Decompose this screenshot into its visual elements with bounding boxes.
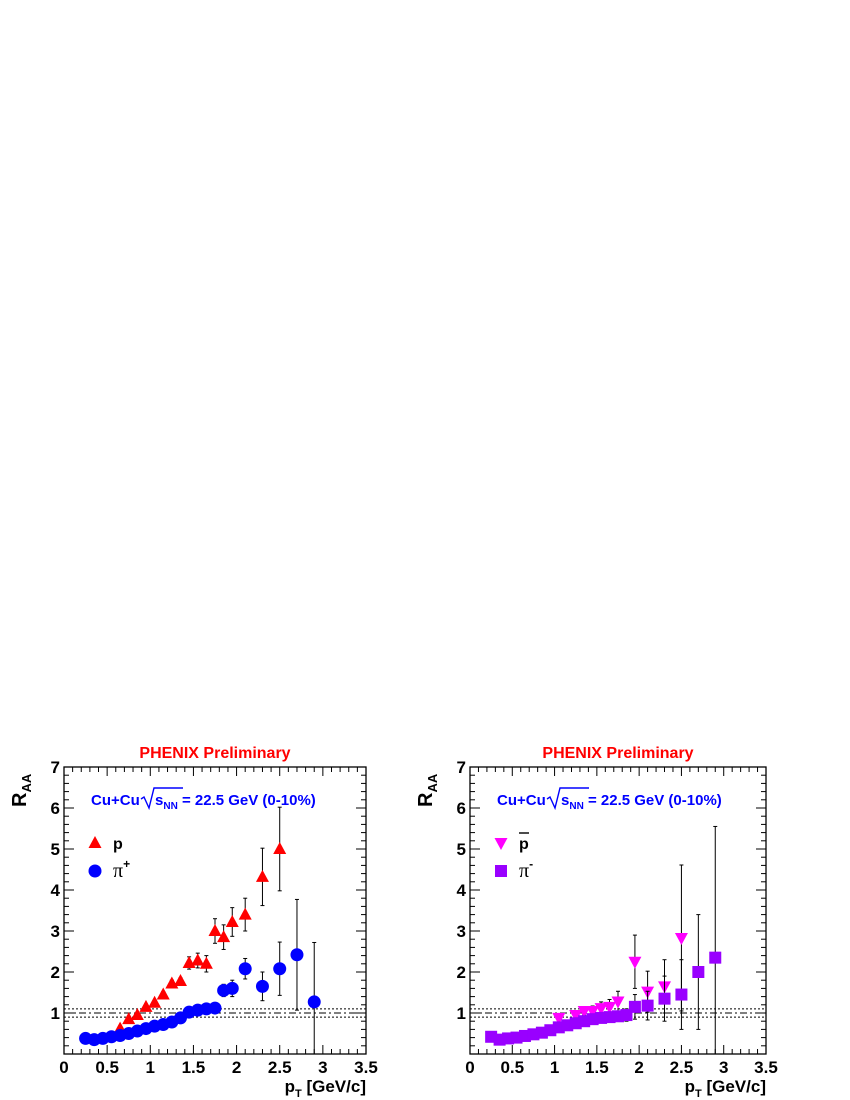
series-circle xyxy=(79,898,321,1054)
series-square xyxy=(485,825,722,1054)
data-point xyxy=(641,999,654,1012)
chart-title: PHENIX Preliminary xyxy=(542,745,693,762)
data-point xyxy=(611,996,625,1009)
x-axis-label: pT [GeV/c] xyxy=(285,1077,366,1100)
data-point xyxy=(238,907,252,920)
y-tick-label: 6 xyxy=(51,799,60,818)
right-chart-panel: 0 0.5 1 1.5 2 2.5 3 3.5 1 2 3 4 5 6 7 PHENIX Preliminar… xyxy=(415,745,778,1100)
data-point xyxy=(674,932,688,945)
x-tick-label: 3 xyxy=(719,1058,728,1077)
data-point xyxy=(273,842,287,854)
data-point xyxy=(199,956,213,969)
data-point xyxy=(709,951,722,964)
data-point xyxy=(594,1003,608,1016)
chart-title: PHENIX Preliminary xyxy=(139,745,290,762)
x-tick-label: 0 xyxy=(59,1058,68,1077)
x-tick-label: 0.5 xyxy=(500,1058,524,1077)
y-tick-label: 2 xyxy=(51,963,60,982)
x-tick-label: 1.5 xyxy=(182,1058,206,1077)
data-point xyxy=(658,992,671,1005)
legend-label: π+ xyxy=(113,857,130,882)
plot-frame xyxy=(63,766,367,1055)
x-tick-label: 3 xyxy=(318,1058,327,1077)
data-point xyxy=(225,981,239,995)
data-point xyxy=(290,948,304,962)
sqrt-symbol xyxy=(546,787,589,811)
annotation-system: Cu+Cu xyxy=(91,792,140,809)
legend-marker-square xyxy=(495,865,507,877)
x-tick-label: 1 xyxy=(550,1058,559,1077)
y-tick-label: 3 xyxy=(51,922,60,941)
y-tick-label: 2 xyxy=(457,963,466,982)
data-point xyxy=(139,999,153,1012)
y-tick-label: 7 xyxy=(457,758,466,777)
data-point xyxy=(130,1008,144,1021)
x-axis-label: pT [GeV/c] xyxy=(685,1077,766,1100)
data-point xyxy=(156,987,170,1000)
data-point xyxy=(628,956,642,969)
legend-marker-triangle-down xyxy=(494,838,508,850)
y-tick-label: 5 xyxy=(51,840,60,859)
annotation-system: Cu+Cu xyxy=(497,792,546,809)
data-point xyxy=(217,930,231,943)
series-triangle-up xyxy=(113,806,287,1034)
x-tick-label: 0.5 xyxy=(95,1058,119,1077)
legend-label: p xyxy=(113,836,123,853)
data-point xyxy=(191,953,205,966)
data-point xyxy=(569,1010,583,1023)
x-tick-label: 3.5 xyxy=(754,1058,778,1077)
data-point xyxy=(273,962,287,976)
x-tick-label: 0 xyxy=(465,1058,474,1077)
plot-frame xyxy=(469,766,767,1055)
y-tick-label: 1 xyxy=(457,1004,466,1023)
data-point xyxy=(225,914,239,927)
x-tick-label: 1.5 xyxy=(585,1058,609,1077)
left-chart-panel: 0 0.5 1 1.5 2 2.5 3 3.5 1 2 3 4 5 6 7 PHENIX Preliminar… xyxy=(9,745,378,1100)
y-tick-label: 4 xyxy=(51,881,61,900)
data-point xyxy=(122,1012,136,1025)
y-tick-label: 6 xyxy=(457,799,466,818)
data-point xyxy=(692,966,705,978)
y-tick-label: 5 xyxy=(457,840,466,859)
data-point xyxy=(552,1012,566,1025)
data-point xyxy=(603,1001,617,1014)
legend-marker-circle xyxy=(88,864,102,878)
data-point xyxy=(148,995,162,1008)
data-point xyxy=(255,869,269,882)
x-tick-label: 3.5 xyxy=(354,1058,378,1077)
data-point xyxy=(238,962,252,976)
data-point xyxy=(208,1001,222,1015)
y-axis-label: RAA xyxy=(9,773,34,807)
legend-label: π- xyxy=(519,857,533,882)
sqrt-symbol xyxy=(140,787,183,811)
data-point xyxy=(173,974,187,987)
y-tick-label: 3 xyxy=(457,922,466,941)
legend-marker-triangle-up xyxy=(88,836,102,848)
data-point xyxy=(628,1000,641,1013)
annotation-energy: sNN = 22.5 GeV (0-10%) xyxy=(155,792,316,812)
y-axis-label: RAA xyxy=(415,773,440,807)
x-tick-label: 1 xyxy=(146,1058,155,1077)
x-tick-label: 2.5 xyxy=(670,1058,694,1077)
y-tick-label: 1 xyxy=(51,1004,60,1023)
x-tick-label: 2 xyxy=(634,1058,643,1077)
x-tick-label: 2.5 xyxy=(268,1058,292,1077)
annotation-energy: sNN = 22.5 GeV (0-10%) xyxy=(561,792,722,812)
data-point xyxy=(578,1015,591,1028)
data-point xyxy=(586,1005,600,1018)
y-tick-label: 4 xyxy=(457,881,467,900)
data-point xyxy=(675,988,688,1001)
data-point xyxy=(577,1005,591,1018)
y-tick-label: 7 xyxy=(51,758,60,777)
data-point xyxy=(255,979,269,993)
data-point xyxy=(307,995,321,1009)
x-tick-label: 2 xyxy=(232,1058,241,1077)
data-point xyxy=(208,924,222,936)
legend-label: p xyxy=(519,836,529,853)
